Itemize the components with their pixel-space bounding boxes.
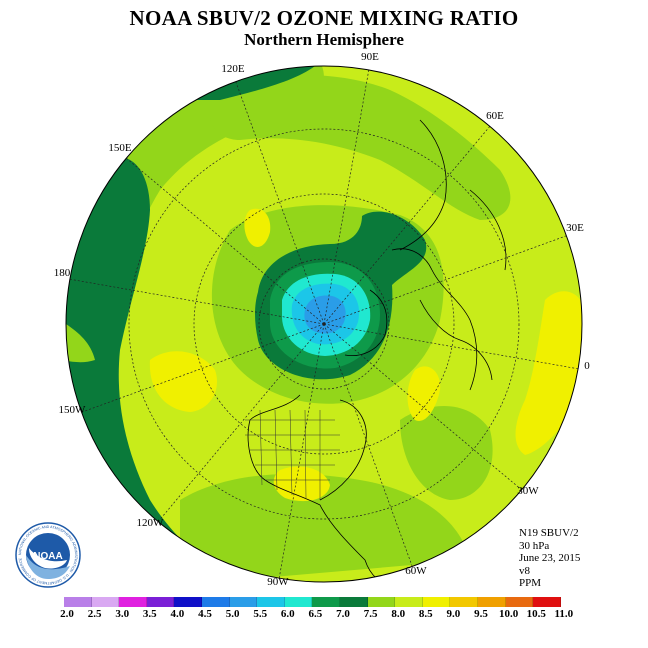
colorbar-bin <box>339 597 368 607</box>
longitude-label-120w: 120W <box>137 517 165 529</box>
colorbar-bin <box>505 597 534 607</box>
colorbar-tick-label: 3.0 <box>115 608 130 620</box>
longitude-labels: 120E 90E 60E 150E 30E 180 0 150W 30W 120W 60W 90W <box>54 51 591 588</box>
meridian-60e <box>323 126 491 325</box>
longitude-label-60w: 60W <box>405 565 427 577</box>
noaa-logo: NOAA NATIONAL OCEANIC AND ATMOSPHERIC AD… <box>15 522 81 593</box>
coast-north-america <box>247 394 396 582</box>
colorbar-tick-label: 5.0 <box>225 608 240 620</box>
us-state-grid <box>245 409 340 500</box>
meridian-120e <box>235 81 325 325</box>
latitude-circle-60 <box>193 193 455 455</box>
coast-canada-east <box>319 399 367 501</box>
colorbar-bin <box>64 597 92 607</box>
longitude-label-30w: 30W <box>517 485 539 497</box>
colorbar-tick-label: 8.0 <box>391 608 406 620</box>
coast-eurasia <box>391 248 478 391</box>
colorbar-bin <box>477 597 506 607</box>
colorbar-bin <box>257 597 285 607</box>
latitude-circle-75 <box>258 258 390 390</box>
band-7-5-west-inner <box>66 320 95 363</box>
colorbar-bin <box>91 597 120 607</box>
longitude-label-60e: 60E <box>486 110 504 122</box>
longitude-label-150e: 150E <box>108 142 132 154</box>
band-7-5-south <box>180 474 470 582</box>
meridian-180 <box>69 278 325 325</box>
colorbar-bin <box>201 597 230 607</box>
colorbar-bin <box>533 597 561 607</box>
colorbar-tick-label: 2.0 <box>60 608 74 620</box>
noaa-seal-icon: NOAA NATIONAL OCEANIC AND ATMOSPHERIC AD… <box>15 522 81 588</box>
colorbar-bin <box>284 597 313 607</box>
colorbar-bin <box>367 597 396 607</box>
band-8-5-patch-5 <box>273 466 330 502</box>
latitude-circle-45 <box>128 128 520 520</box>
colorbar-bin <box>422 597 451 607</box>
colorbar-bin <box>312 597 340 607</box>
band-8-5-patch-4 <box>407 366 441 421</box>
meridian-150w <box>81 323 325 413</box>
band-7-5-east <box>400 406 493 500</box>
instrument-label: N19 SBUV/2 <box>519 527 579 539</box>
meridian-30e <box>323 235 567 325</box>
logo-text: NOAA <box>33 551 62 562</box>
colorbar-bin <box>229 597 258 607</box>
meridian-30w <box>323 323 522 491</box>
band-7-5-north <box>209 75 511 220</box>
longitude-label-120e: 120E <box>221 63 245 75</box>
colorbar-labels: 2.0 2.5 3.0 3.5 4.0 4.5 5.0 5.5 6.0 6.5 7.0 7.5 8.0 8… <box>0 608 648 622</box>
colorbar-tick-label: 3.5 <box>142 608 157 620</box>
band-8-5-patch-2 <box>244 208 271 247</box>
longitude-label-180: 180 <box>54 267 71 279</box>
meridian-0 <box>323 323 579 370</box>
colorbar-tick-label: 10.5 <box>526 608 546 620</box>
colorbar <box>64 597 561 607</box>
colorbar-bin <box>119 597 147 607</box>
colorbar-tick-label: 9.0 <box>446 608 461 620</box>
coast-east-asia <box>399 119 447 251</box>
chart-subtitle: Northern Hemisphere <box>244 30 404 49</box>
colorbar-tick-label: 7.5 <box>363 608 378 620</box>
meridians <box>69 69 579 579</box>
meridian-60w <box>323 323 413 567</box>
longitude-label-90w: 90W <box>267 576 289 588</box>
colorbar-tick-label: 7.0 <box>336 608 350 620</box>
colorbar-bin <box>174 597 202 607</box>
meridian-120w <box>157 323 325 522</box>
longitude-label-30e: 30E <box>566 222 584 234</box>
units-label: PPM <box>519 577 542 590</box>
meridian-150e <box>126 157 325 325</box>
colorbar-tick-label: 9.5 <box>474 608 488 620</box>
band-7-0-north <box>195 66 320 100</box>
graticule <box>69 69 579 579</box>
version-label: v8 <box>519 564 530 577</box>
info-block: N19 SBUV/2 30 hPa June 23, 2015 v8 PPM <box>519 527 580 590</box>
meridian-90w <box>278 323 325 579</box>
colorbar-tick-label: 8.5 <box>418 608 433 620</box>
longitude-label-0: 0 <box>584 360 590 372</box>
coast-middle-east <box>469 189 507 271</box>
longitude-label-150w: 150W <box>59 404 87 416</box>
colorbar-bin <box>146 597 175 607</box>
colorbar-tick-label: 4.5 <box>198 608 212 620</box>
coast-europe <box>419 299 493 381</box>
colorbar-tick-label: 2.5 <box>87 608 102 620</box>
pressure-label: 30 hPa <box>519 539 550 552</box>
vortex-core-5-0 <box>304 295 346 334</box>
date-label: June 23, 2015 <box>519 552 581 565</box>
colorbar-tick-label: 11.0 <box>554 608 574 620</box>
chart-title: NOAA SBUV/2 OZONE MIXING RATIO <box>129 6 519 30</box>
colorbar-tick-label: 6.5 <box>308 608 323 620</box>
colorbar-tick-label: 6.0 <box>280 608 295 620</box>
band-8-5-patch-1 <box>149 351 218 412</box>
longitude-label-90e: 90E <box>361 51 379 63</box>
meridian-90e <box>323 69 370 325</box>
colorbar-bin <box>395 597 423 607</box>
colorbar-tick-label: 10.0 <box>498 608 519 620</box>
colorbar-bin <box>450 597 478 607</box>
colorbar-tick-label: 5.5 <box>253 608 268 620</box>
map-border <box>65 65 583 583</box>
colorbar-tick-label: 4.0 <box>170 608 185 620</box>
